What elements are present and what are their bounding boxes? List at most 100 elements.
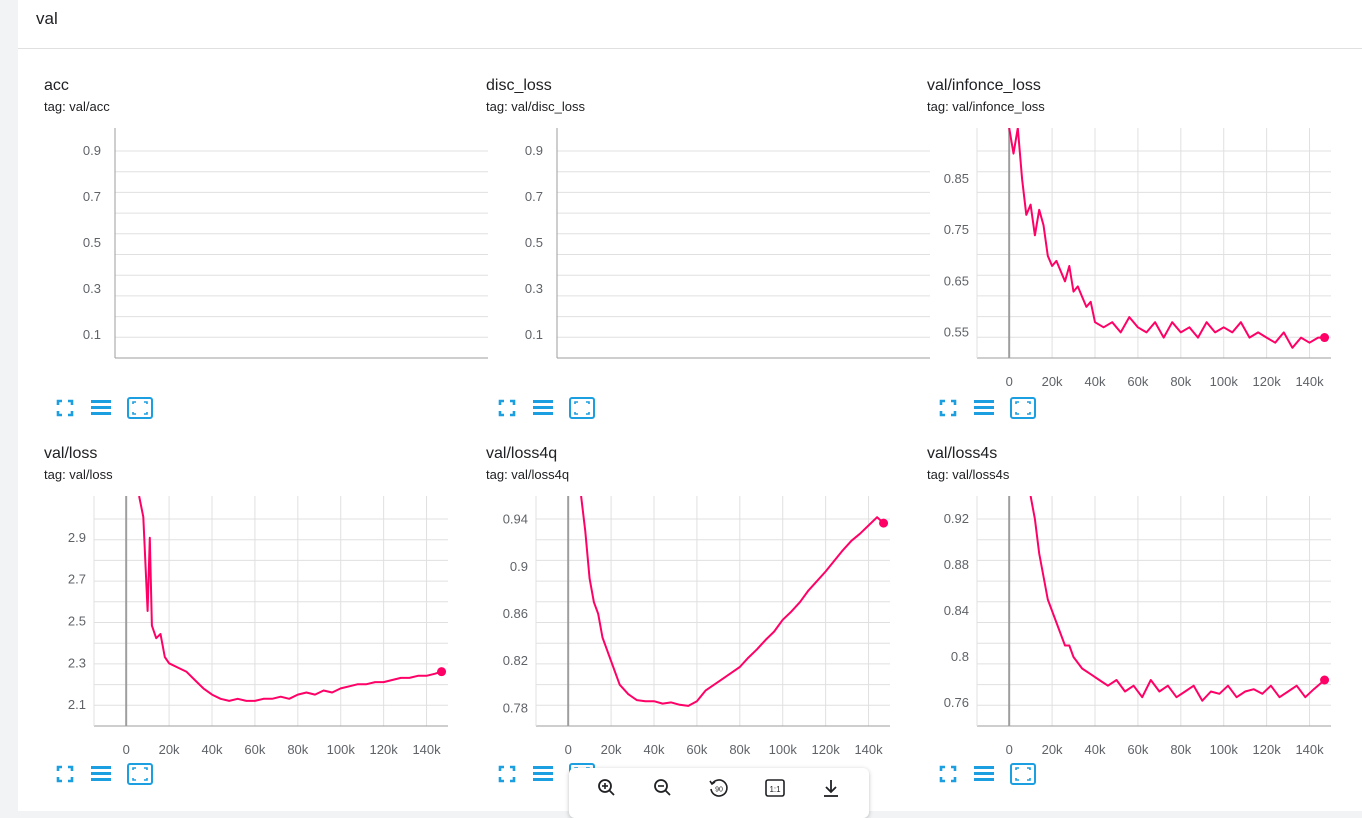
x-tick-label: 140k [1295, 374, 1324, 389]
card-toolbar [937, 763, 1037, 785]
card-toolbar [496, 397, 596, 419]
data-table-icon[interactable] [532, 763, 554, 785]
card-title: val/loss4s [927, 445, 998, 462]
fit-domain-icon[interactable] [1009, 763, 1037, 785]
x-tick-label: 140k [412, 742, 441, 757]
card-title: val/loss [44, 445, 98, 462]
fit-domain-icon[interactable] [126, 763, 154, 785]
group-header[interactable]: val [18, 0, 1362, 49]
dashboard-page: val acc tag: val/acc 0.9 0.7 0.5 0.3 0.1 disc_l… [18, 0, 1362, 818]
series-line [1008, 128, 1325, 349]
x-tick-label: 60k [686, 742, 707, 757]
y-tick-label: 0.5 [525, 235, 543, 250]
x-tick-label: 40k [1085, 742, 1106, 757]
y-tick-label: 0.75 [944, 222, 969, 237]
y-tick-label: 0.1 [83, 327, 101, 342]
card-tag: tag: val/infonce_loss [927, 99, 1045, 114]
y-tick-label: 0.3 [525, 281, 543, 296]
zoom-in-icon[interactable] [593, 774, 621, 802]
y-tick-label: 0.84 [944, 603, 969, 618]
chart-card-6: val/loss4s tag: val/loss4s 0 20k 40k 60k 80k 10… [919, 368, 1349, 785]
x-tick-label: 120k [370, 742, 399, 757]
x-tick-label: 120k [812, 742, 841, 757]
data-table-icon[interactable] [90, 763, 112, 785]
x-tick-label: 140k [1295, 742, 1324, 757]
card-toolbar [937, 397, 1037, 419]
chart-card-1: acc tag: val/acc 0.9 0.7 0.5 0.3 0.1 [36, 0, 488, 419]
x-tick-label: 40k [202, 742, 223, 757]
x-tick-label: 60k [1127, 374, 1148, 389]
y-tick-label: 0.76 [944, 695, 969, 710]
x-tick-label: 80k [1170, 374, 1191, 389]
y-tick-label: 0.82 [503, 653, 528, 668]
chart-card-3: val/infonce_loss tag: val/infonce_loss 0 20… [919, 0, 1349, 419]
last-point-marker [1320, 675, 1330, 685]
rotate-icon[interactable]: 90 [705, 774, 733, 802]
x-tick-label: 20k [159, 742, 180, 757]
card-tag: tag: val/acc [44, 99, 110, 114]
fullscreen-icon[interactable] [937, 763, 959, 785]
series-line [580, 496, 885, 707]
y-tick-label: 0.94 [503, 512, 528, 527]
y-tick-label: 0.92 [944, 511, 969, 526]
y-tick-label: 0.85 [944, 171, 969, 186]
svg-text:90: 90 [715, 787, 723, 794]
zoom-out-icon[interactable] [649, 774, 677, 802]
y-tick-label: 0.55 [944, 324, 969, 339]
data-table-icon[interactable] [973, 397, 995, 419]
y-tick-label: 2.3 [68, 655, 86, 670]
line-chart[interactable]: 0 20k 40k 60k 80k 100k 120k 140k 0.85 0.75 0.65 0.5… [919, 0, 1349, 389]
data-table-icon[interactable] [532, 397, 554, 419]
line-chart[interactable]: 0 20k 40k 60k 80k 100k 120k 140k 0.94 0.9 0.86 0.82… [478, 368, 908, 757]
fit-domain-icon[interactable] [1009, 397, 1037, 419]
line-chart[interactable]: 0.9 0.7 0.5 0.3 0.1 [478, 0, 930, 370]
x-tick-label: 0 [565, 742, 572, 757]
y-tick-label: 0.5 [83, 235, 101, 250]
fullscreen-icon[interactable] [496, 397, 518, 419]
y-tick-label: 0.7 [525, 189, 543, 204]
x-tick-label: 20k [1042, 742, 1063, 757]
x-tick-label: 80k [729, 742, 750, 757]
y-tick-label: 0.65 [944, 273, 969, 288]
download-icon[interactable] [817, 774, 845, 802]
fullscreen-icon[interactable] [54, 397, 76, 419]
x-tick-label: 0 [1006, 374, 1013, 389]
y-tick-label: 0.88 [944, 557, 969, 572]
x-tick-label: 0 [123, 742, 130, 757]
card-title: val/loss4q [486, 445, 558, 462]
actual-size-icon[interactable]: 1:1 [761, 774, 789, 802]
series-line [1029, 496, 1326, 702]
chart-card-5: val/loss4q tag: val/loss4q 0 20k 40k 60k 80k 10… [478, 368, 908, 785]
fullscreen-icon[interactable] [54, 763, 76, 785]
line-chart[interactable]: 0.9 0.7 0.5 0.3 0.1 [36, 0, 488, 370]
data-table-icon[interactable] [90, 397, 112, 419]
y-tick-label: 0.8 [951, 649, 969, 664]
x-tick-label: 120k [1253, 374, 1282, 389]
x-tick-label: 0 [1006, 742, 1013, 757]
fullscreen-icon[interactable] [496, 763, 518, 785]
line-chart[interactable]: 0 20k 40k 60k 80k 100k 120k 140k 2.9 2.7 2.5 2.3 2.1 [36, 368, 466, 757]
y-tick-label: 0.3 [83, 281, 101, 296]
fullscreen-icon[interactable] [937, 397, 959, 419]
y-tick-label: 0.78 [503, 700, 528, 715]
card-toolbar [54, 763, 154, 785]
line-chart[interactable]: 0 20k 40k 60k 80k 100k 120k 140k 0.92 0.88 0.84 0.8… [919, 368, 1349, 757]
x-tick-label: 120k [1253, 742, 1282, 757]
y-tick-label: 0.1 [525, 327, 543, 342]
svg-text:1:1: 1:1 [769, 785, 781, 794]
y-tick-label: 0.86 [503, 606, 528, 621]
y-tick-label: 2.7 [68, 572, 86, 587]
series-line [138, 496, 442, 702]
x-tick-label: 80k [287, 742, 308, 757]
x-tick-label: 60k [244, 742, 265, 757]
x-tick-label: 40k [644, 742, 665, 757]
card-title: acc [44, 77, 69, 94]
fit-domain-icon[interactable] [568, 397, 596, 419]
x-tick-label: 80k [1170, 742, 1191, 757]
data-table-icon[interactable] [973, 763, 995, 785]
fit-domain-icon[interactable] [126, 397, 154, 419]
y-tick-label: 2.1 [68, 697, 86, 712]
y-tick-label: 0.9 [525, 143, 543, 158]
last-point-marker [1320, 333, 1330, 343]
x-tick-label: 60k [1127, 742, 1148, 757]
